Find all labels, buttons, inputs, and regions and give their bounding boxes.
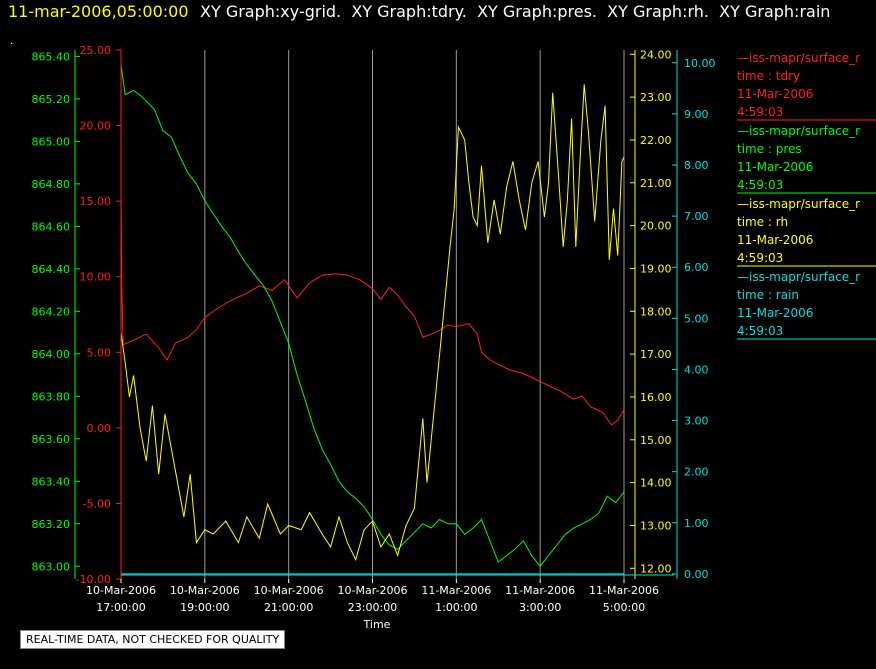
- legend-time: 4:59:03: [737, 324, 783, 338]
- legend-time: 4:59:03: [737, 105, 783, 119]
- tick-label-rain: 10.00: [684, 57, 716, 70]
- tick-label-rh: 21.00: [640, 177, 672, 190]
- tick-label-rh: 14.00: [640, 477, 672, 490]
- tick-label-pres: 863.80: [32, 390, 71, 403]
- vertical-gridlines: [204, 50, 625, 579]
- x-tick-label-time: 19:00:00: [180, 601, 229, 614]
- tick-label-rh: 13.00: [640, 519, 672, 532]
- tick-label-rh: 24.00: [640, 48, 672, 61]
- legend-variable: time : tdry: [737, 69, 800, 83]
- tick-label-tdry: 20.00: [80, 120, 112, 133]
- legend-line-label: —iss-mapr/surface_r: [737, 124, 860, 138]
- tick-label-pres: 863.20: [32, 518, 71, 531]
- legend-line-label: —iss-mapr/surface_r: [737, 51, 860, 65]
- tick-label-pres: 863.00: [32, 560, 71, 573]
- tick-label-tdry: 0.00: [87, 422, 112, 435]
- legend-date: 11-Mar-2006: [737, 233, 813, 247]
- tick-label-rain: 8.00: [684, 159, 709, 172]
- tick-label-rh: 17.00: [640, 348, 672, 361]
- header-graph-rain: XY Graph:rain: [719, 2, 831, 21]
- tick-label-rain: 6.00: [684, 261, 709, 274]
- tick-label-pres: 865.40: [32, 50, 71, 63]
- x-tick-label-time: 5:00:00: [603, 601, 645, 614]
- x-tick-label-date: 10-Mar-2006: [338, 584, 408, 597]
- tick-label-tdry: -10.00: [76, 573, 111, 586]
- axes: 865.40 865.20 865.00 864.80 864.60 864.40 864.…: [32, 44, 716, 631]
- x-tick-label-date: 11-Mar-2006: [589, 584, 659, 597]
- tick-label-tdry: 5.00: [87, 346, 112, 359]
- x-axis-label: Time: [363, 618, 391, 631]
- tick-label-rh: 15.00: [640, 434, 672, 447]
- tick-label-rain: 4.00: [684, 363, 709, 376]
- x-tick-label-time: 23:00:00: [348, 601, 397, 614]
- series-line-tdry: [120, 192, 625, 426]
- header-graph-xy-grid: XY Graph:xy-grid.: [200, 2, 342, 21]
- legend-date: 11-Mar-2006: [737, 160, 813, 174]
- tick-label-tdry: 25.00: [80, 44, 112, 57]
- tick-label-rain: 9.00: [684, 108, 709, 121]
- legend-date: 11-Mar-2006: [737, 306, 813, 320]
- tick-label-rh: 19.00: [640, 262, 672, 275]
- legend-line-label: —iss-mapr/surface_r: [737, 270, 860, 284]
- tick-label-rain: 5.00: [684, 312, 709, 325]
- tick-label-rain: 0.00: [684, 568, 709, 581]
- tick-label-pres: 864.60: [32, 220, 71, 233]
- header-graph-pres: XY Graph:pres.: [477, 2, 597, 21]
- x-tick-label-date: 10-Mar-2006: [86, 584, 156, 597]
- tick-label-rh: 23.00: [640, 91, 672, 104]
- tick-label-tdry: 15.00: [80, 195, 112, 208]
- series-line-pres: [120, 64, 625, 568]
- tick-label-pres: 863.40: [32, 475, 71, 488]
- header-graph-tdry: XY Graph:tdry.: [351, 2, 467, 21]
- tick-label-pres: 864.80: [32, 178, 71, 191]
- series-line-rh: [120, 84, 625, 562]
- header-time: 11-mar-2006,05:00:00: [8, 2, 189, 21]
- tick-label-rain: 2.00: [684, 466, 709, 479]
- legend-variable: time : pres: [737, 142, 802, 156]
- legend-variable: time : rh: [737, 215, 788, 229]
- x-tick-label-time: 1:00:00: [435, 601, 477, 614]
- tick-label-pres: 865.00: [32, 135, 71, 148]
- legend-date: 11-Mar-2006: [737, 87, 813, 101]
- legend-line-label: —iss-mapr/surface_r: [737, 197, 860, 211]
- legend-time: 4:59:03: [737, 178, 783, 192]
- tick-label-rh: 12.00: [640, 562, 672, 575]
- tick-label-tdry: -5.00: [83, 497, 111, 510]
- x-tick-label-time: 21:00:00: [264, 601, 313, 614]
- series-lines: [120, 64, 625, 575]
- header-graph-list: XY Graph:xy-grid. XY Graph:tdry. XY Grap…: [200, 2, 830, 21]
- legend-time: 4:59:03: [737, 251, 783, 265]
- tick-label-rain: 3.00: [684, 415, 709, 428]
- tick-label-pres: 864.00: [32, 348, 71, 361]
- tick-label-tdry: 10.00: [80, 271, 112, 284]
- legend-variable: time : rain: [737, 288, 799, 302]
- status-dot: .: [10, 36, 14, 47]
- x-tick-label-date: 10-Mar-2006: [254, 584, 324, 597]
- quality-warning: REAL-TIME DATA, NOT CHECKED FOR QUALITY: [20, 630, 286, 649]
- tick-label-rain: 1.00: [684, 517, 709, 530]
- header-graph-rh: XY Graph:rh.: [607, 2, 709, 21]
- x-tick-label-time: 17:00:00: [96, 601, 145, 614]
- x-tick-label-time: 3:00:00: [519, 601, 561, 614]
- tick-label-rain: 7.00: [684, 210, 709, 223]
- x-tick-label-date: 11-Mar-2006: [505, 584, 575, 597]
- x-tick-label-date: 11-Mar-2006: [421, 584, 491, 597]
- x-tick-label-date: 10-Mar-2006: [170, 584, 240, 597]
- tick-label-rh: 22.00: [640, 134, 672, 147]
- tick-label-pres: 864.20: [32, 305, 71, 318]
- tick-label-rh: 18.00: [640, 305, 672, 318]
- tick-label-rh: 20.00: [640, 220, 672, 233]
- tick-label-rh: 16.00: [640, 391, 672, 404]
- tick-label-pres: 864.40: [32, 263, 71, 276]
- tick-label-pres: 865.20: [32, 93, 71, 106]
- tick-label-pres: 863.60: [32, 433, 71, 446]
